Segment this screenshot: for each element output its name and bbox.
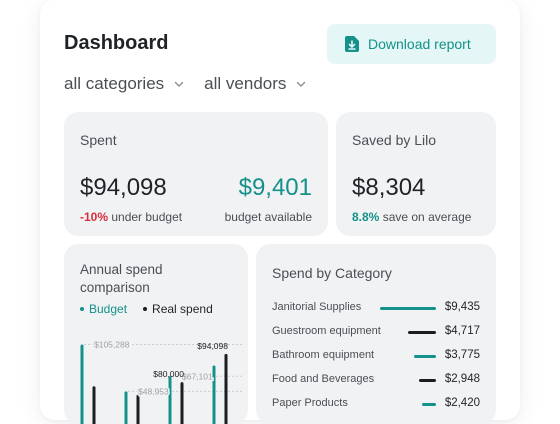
budget-available-label: budget available [224, 210, 312, 224]
under-budget-pct: -10% [80, 210, 109, 224]
category-value: $9,435 [444, 301, 480, 313]
category-row[interactable]: Food and Beverages $2,948 [272, 373, 480, 389]
spent-panel: Spent $94,098 $9,401 -10% under budget b… [64, 112, 328, 236]
category-value: $2,420 [444, 397, 480, 409]
category-bar [419, 379, 436, 382]
category-value: $4,717 [444, 325, 480, 337]
category-name: Bathroom equipment [272, 349, 375, 361]
category-panel: Spend by Category Janitorial Supplies $9,… [256, 244, 496, 424]
real-spend-bar [136, 394, 140, 424]
budget-bar [212, 365, 216, 424]
bar-value-label: $48,953 [138, 386, 169, 396]
bar-value-label: $105,288 [94, 340, 130, 350]
chart-legend: Budget Real spend [80, 302, 213, 316]
legend-real-label: Real spend [152, 302, 213, 316]
legend-budget-label: Budget [89, 302, 128, 316]
header: Dashboard Download report [64, 24, 496, 64]
category-bar [422, 403, 436, 406]
vendor-filter[interactable]: all vendors [204, 74, 306, 94]
saved-average-text: 8.8% save on average [352, 210, 471, 224]
category-name: Janitorial Supplies [272, 301, 362, 313]
category-name: Guestroom equipment [272, 325, 381, 337]
category-row[interactable]: Paper Products $2,420 [272, 397, 480, 413]
category-bar [408, 331, 436, 334]
category-filter-label: all categories [64, 74, 165, 93]
annual-spend-chart: $105,288 $48,953 $67,101$80,000 $94,098 [80, 338, 242, 424]
category-name: Food and Beverages [272, 373, 375, 385]
saved-pct: 8.8% [352, 210, 380, 224]
download-file-icon [345, 36, 359, 52]
category-row[interactable]: Bathroom equipment $3,775 [272, 349, 480, 365]
saved-amount: $8,304 [352, 174, 426, 201]
category-title: Spend by Category [272, 265, 392, 281]
budget-available-amount: $9,401 [238, 174, 312, 201]
category-row[interactable]: Janitorial Supplies $9,435 [272, 301, 480, 317]
under-budget-label: under budget [111, 210, 183, 224]
annual-spend-title: Annual spend comparison [80, 262, 163, 295]
saved-average-label: save on average [382, 210, 472, 224]
spent-amount: $94,098 [80, 174, 167, 201]
real-spend-bar [92, 386, 96, 424]
bar-value-label: $67,101 [182, 371, 213, 381]
page-title: Dashboard [64, 32, 169, 54]
bar-value-label: $80,000 [153, 369, 184, 379]
category-value: $3,775 [444, 349, 480, 361]
legend-real-spend: Real spend [143, 302, 213, 316]
download-report-button[interactable]: Download report [327, 24, 496, 64]
annual-spend-panel: Annual spend comparison Budget Real spen… [64, 244, 248, 424]
legend-real-dot [143, 307, 148, 311]
category-name: Paper Products [272, 397, 348, 409]
under-budget-text: -10% under budget [80, 210, 182, 224]
budget-bar [80, 344, 84, 424]
category-bar [380, 307, 436, 310]
legend-budget-dot [80, 307, 84, 311]
real-spend-bar [224, 353, 228, 424]
saved-panel: Saved by Lilo $8,304 8.8% save on averag… [336, 112, 496, 236]
category-filter[interactable]: all categories [64, 74, 184, 94]
vendor-filter-label: all vendors [204, 74, 287, 93]
bar-value-label: $94,098 [197, 341, 228, 351]
category-row[interactable]: Guestroom equipment $4,717 [272, 325, 480, 341]
chevron-down-icon [297, 81, 306, 87]
chevron-down-icon [174, 81, 184, 87]
category-bar [414, 355, 436, 358]
download-report-label: Download report [368, 36, 471, 52]
budget-bar [168, 376, 172, 424]
filters: all categories all vendors [64, 74, 306, 94]
category-value: $2,948 [444, 373, 480, 385]
spent-title: Spent [80, 132, 117, 148]
saved-title: Saved by Lilo [352, 132, 437, 148]
legend-budget: Budget [80, 302, 127, 316]
real-spend-bar [180, 382, 184, 424]
